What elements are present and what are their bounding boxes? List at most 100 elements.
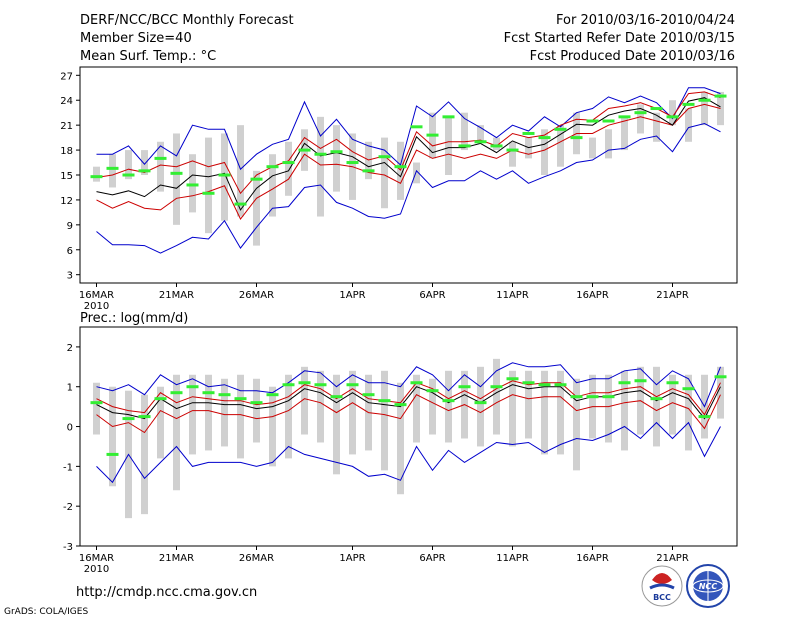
median-mark	[362, 393, 375, 397]
median-mark	[410, 125, 423, 129]
median-mark	[490, 385, 503, 389]
whisker-bar	[237, 374, 244, 459]
median-mark	[202, 391, 215, 395]
whisker-bar	[109, 154, 116, 188]
median-mark	[218, 173, 231, 177]
y-tick-label: 12	[60, 196, 73, 207]
median-mark	[506, 148, 519, 152]
x-tick-label: 11APR	[496, 553, 529, 564]
median-mark	[90, 175, 103, 179]
x-tick-label: 16MAR	[79, 290, 114, 301]
inner-low-line	[96, 394, 721, 434]
median-mark	[602, 395, 615, 399]
whisker-bar	[461, 112, 468, 151]
x-tick-label: 21MAR	[159, 290, 194, 301]
x-tick-label: 1APR	[339, 553, 365, 564]
median-mark	[570, 136, 583, 140]
median-mark	[250, 401, 263, 405]
median-mark	[650, 397, 663, 401]
median-mark	[154, 397, 167, 401]
inner-high-line	[96, 91, 721, 195]
median-mark	[122, 173, 135, 177]
whisker-bar	[349, 370, 356, 455]
whisker-bar	[285, 141, 292, 196]
median-mark	[458, 144, 471, 148]
median-mark	[138, 415, 151, 419]
whisker-bar	[397, 382, 404, 495]
whisker-bar	[317, 370, 324, 443]
median-mark	[618, 115, 631, 119]
lower-bound-line	[96, 122, 721, 254]
whisker-bar	[717, 91, 724, 126]
median-mark	[538, 383, 551, 387]
median-mark	[346, 383, 359, 387]
temperature-panel: 3 6 9 12 15 18 21 24 27 16MAR 21MAR 26MAR 1APR 6APR 11…	[60, 66, 738, 312]
median-mark	[394, 403, 407, 407]
median-mark	[634, 111, 647, 115]
median-mark	[458, 385, 471, 389]
whisker-bar	[301, 366, 308, 435]
whisker-bar	[109, 386, 116, 487]
ncc-logo-text: NCC	[699, 582, 718, 591]
median-mark	[554, 383, 567, 387]
whisker-bar	[477, 366, 484, 447]
whisker-bar	[429, 378, 436, 435]
whisker-bar	[637, 104, 644, 134]
median-mark	[346, 161, 359, 165]
whisker-bar	[509, 141, 516, 167]
footer-url[interactable]: http://cmdp.ncc.cma.gov.cn	[76, 585, 257, 600]
precip-title: Prec.: log(mm/d)	[80, 311, 188, 326]
x-tick-label: 11APR	[496, 290, 529, 301]
whisker-bar	[381, 370, 388, 471]
member-size: Member Size=40	[80, 31, 192, 46]
median-mark	[474, 401, 487, 405]
median-mark	[442, 399, 455, 403]
whisker-bar	[397, 141, 404, 200]
median-mark	[298, 381, 311, 385]
precipitation-panel: -3 -2 -1 0 1 2 16MAR 21MAR 26MAR 1APR 6APR 11APR 16A…	[63, 326, 738, 575]
median-mark	[650, 107, 663, 111]
whisker-bar	[173, 133, 180, 225]
median-mark	[314, 152, 327, 156]
ncc-logo: NCC	[686, 564, 730, 608]
x-year-label: 2010	[84, 301, 109, 312]
whisker-bar	[413, 162, 420, 184]
median-mark	[714, 94, 727, 98]
median-mark	[90, 401, 103, 405]
median-mark	[538, 136, 551, 140]
median-mark	[282, 383, 295, 387]
whisker-bar	[445, 370, 452, 443]
whisker-bar	[541, 370, 548, 455]
y-tick-label: 2	[67, 343, 73, 354]
median-mark	[570, 395, 583, 399]
median-mark	[618, 381, 631, 385]
x-tick-label: 6APR	[419, 553, 445, 564]
whisker-bar	[413, 374, 420, 443]
whisker-bar	[237, 125, 244, 217]
median-mark	[682, 102, 695, 106]
ensemble-mean-line	[96, 384, 721, 420]
whisker-bar	[589, 137, 596, 159]
y-tick-label: -1	[63, 462, 73, 473]
footer-credit: GrADS: COLA/IGES	[4, 607, 88, 617]
whisker-bar	[93, 382, 100, 435]
median-mark	[714, 375, 727, 379]
whisker-bar	[141, 150, 148, 175]
start-date: Fcst Started Refer Date 2010/03/15	[504, 31, 735, 46]
median-mark	[282, 161, 295, 165]
inner-high-line	[96, 380, 721, 416]
median-mark	[698, 415, 711, 419]
whisker-bar	[701, 91, 708, 126]
median-mark	[202, 191, 215, 195]
median-mark	[330, 395, 343, 399]
x-tick-label: 6APR	[419, 290, 445, 301]
whisker-bar	[621, 370, 628, 451]
median-mark	[474, 140, 487, 144]
whisker-bar	[93, 166, 100, 182]
median-mark	[442, 115, 455, 119]
y-tick-label: -3	[63, 542, 73, 553]
median-mark	[362, 169, 375, 173]
variable-label: Mean Surf. Temp.: °C	[80, 49, 216, 64]
whisker-bar	[253, 170, 260, 246]
median-mark	[586, 395, 599, 399]
